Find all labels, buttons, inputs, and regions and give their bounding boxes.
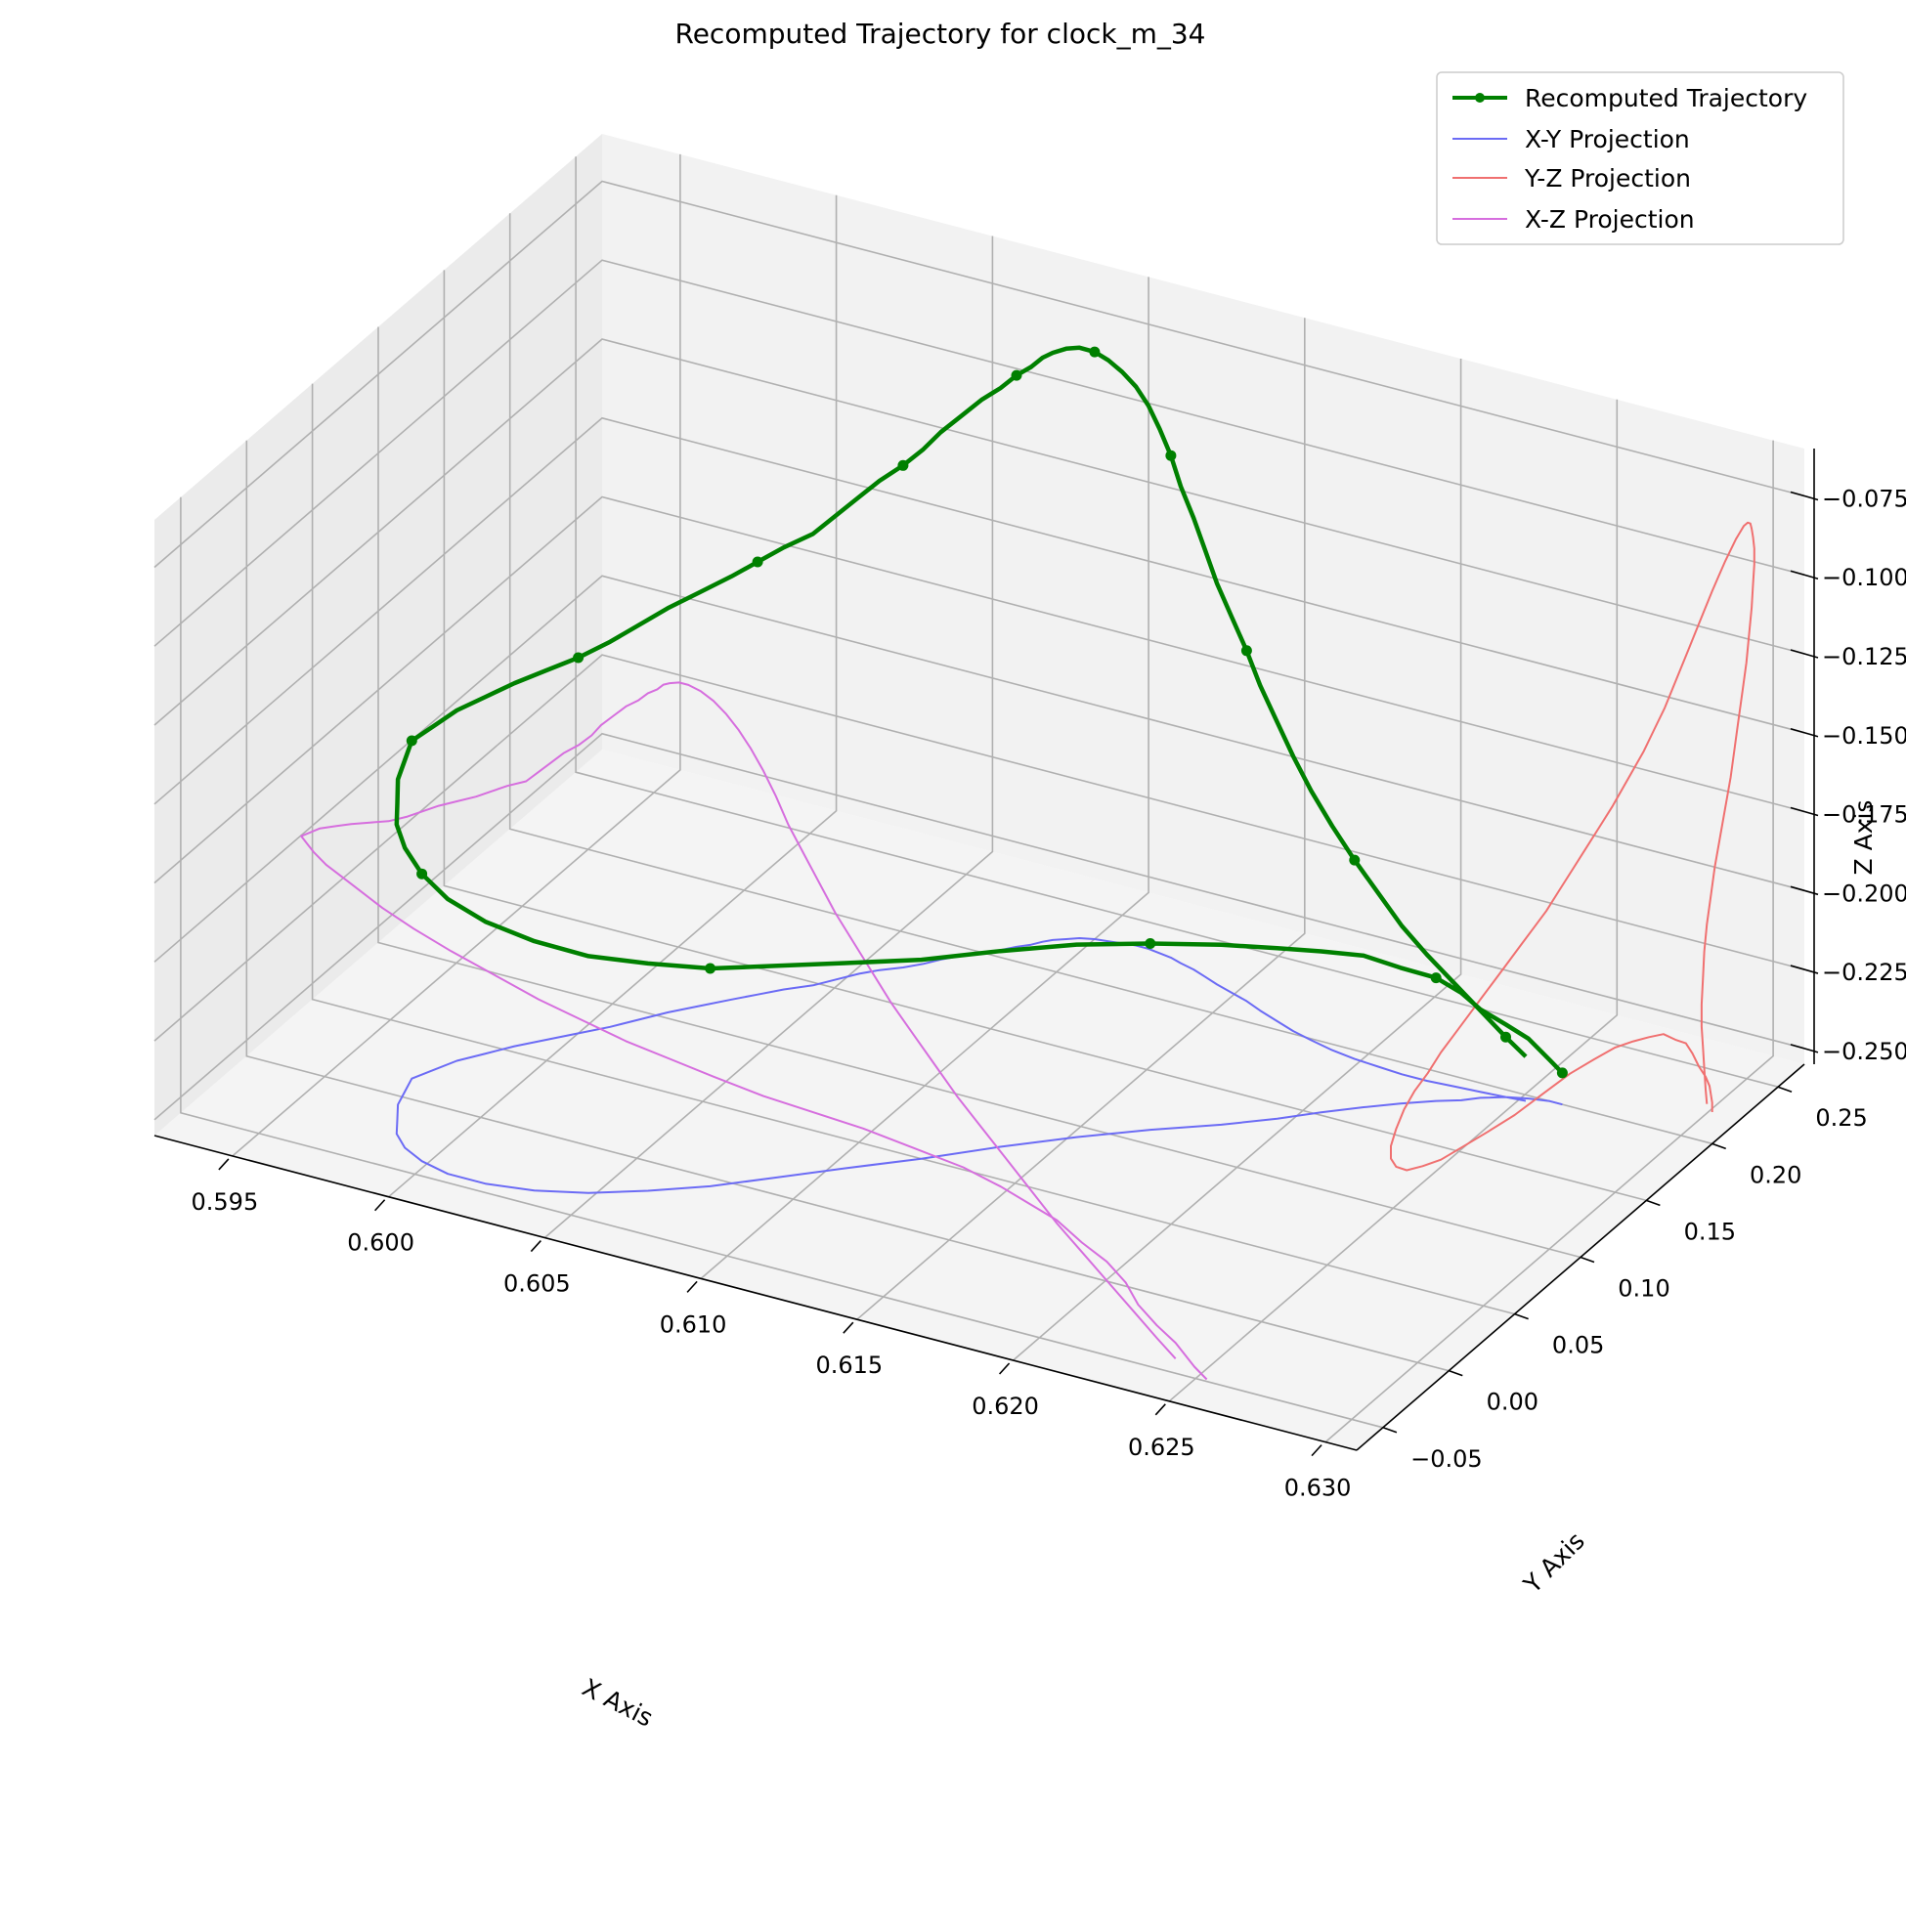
y-tick-mark	[1449, 1369, 1463, 1377]
trajectory-marker	[1089, 346, 1101, 358]
grid-lines	[153, 153, 1805, 1443]
x-tick-mark	[530, 1240, 541, 1253]
z-tick-label: −0.200	[1822, 880, 1906, 907]
xz-projection-line	[300, 681, 1208, 1381]
z-tick-label: −0.150	[1822, 722, 1906, 750]
trajectory-marker	[1011, 369, 1022, 381]
y-tick-mark	[1711, 1142, 1726, 1150]
chart-title: Recomputed Trajectory for clock_m_34	[675, 18, 1206, 50]
x-tick-label: 0.605	[503, 1270, 571, 1298]
z-tick-mark	[1790, 1044, 1819, 1053]
y-tick-label: 0.15	[1684, 1218, 1736, 1245]
y-tick-mark	[1646, 1199, 1661, 1207]
y-axis-label: Y Axis	[1517, 1526, 1589, 1599]
z-tick-mark	[1790, 885, 1819, 896]
back-pane	[602, 134, 1804, 1064]
xy-projection-line	[395, 937, 1563, 1194]
x-tick-mark	[686, 1280, 698, 1293]
z-tick-mark	[1790, 649, 1819, 659]
y-tick-label: 0.00	[1487, 1389, 1538, 1416]
z-tick-mark	[1790, 491, 1819, 501]
y-tick-label: −0.05	[1410, 1445, 1483, 1473]
legend-label-xz-projection: X-Z Projection	[1525, 205, 1695, 234]
legend-entry-xz-projection: X-Z Projection	[1452, 205, 1695, 234]
trajectory-marker	[1349, 854, 1361, 866]
legend-entry-yz-projection: Y-Z Projection	[1452, 164, 1691, 193]
trajectory-marker	[1165, 450, 1177, 461]
trajectory-marker	[752, 556, 763, 568]
legend-frame	[1436, 71, 1844, 245]
z-tick-mark	[1790, 806, 1819, 817]
legend-label-yz-projection: Y-Z Projection	[1524, 164, 1691, 193]
z-gridline	[153, 338, 1805, 726]
z-tick-mark	[1790, 965, 1819, 974]
trajectory-marker	[1556, 1067, 1568, 1079]
z-tick-mark	[1790, 728, 1819, 738]
x-tick-mark	[218, 1158, 230, 1171]
yz-projection-line	[1390, 521, 1755, 1172]
z-gridline	[153, 495, 1805, 884]
y-tick-label: 0.05	[1552, 1332, 1604, 1359]
x-tick-mark	[998, 1362, 1011, 1375]
trajectory-marker	[416, 868, 428, 880]
x-axis-label: X Axis	[578, 1673, 658, 1733]
x-axis-line	[153, 1135, 1358, 1451]
legend-entry-trajectory: Recomputed Trajectory	[1452, 84, 1807, 112]
z-tick-label: −0.175	[1822, 801, 1906, 829]
y-tick-label: 0.10	[1618, 1275, 1669, 1303]
tick-labels: 0.595 0.600 0.605 0.610 0.615 0.620 0.625 0.630…	[192, 485, 1906, 1501]
y-tick-label: 0.25	[1815, 1104, 1867, 1132]
projection-series	[300, 521, 1755, 1381]
trajectory-marker	[705, 963, 716, 974]
y-tick-mark	[1514, 1312, 1529, 1320]
legend-label-trajectory: Recomputed Trajectory	[1525, 84, 1807, 112]
y-tick-mark	[1777, 1086, 1793, 1093]
z-gridline	[153, 732, 1805, 1121]
legend-entry-xy-projection: X-Y Projection	[1452, 125, 1690, 153]
trajectory-marker	[1240, 645, 1252, 657]
legend: Recomputed Trajectory X-Y Projection Y-Z…	[1436, 71, 1844, 245]
z-gridline	[153, 575, 1805, 963]
x-tick-label: 0.620	[972, 1393, 1039, 1420]
z-gridline	[153, 180, 1805, 569]
trajectory-series	[394, 345, 1568, 1079]
x-tick-label: 0.625	[1128, 1434, 1195, 1461]
trajectory-line	[394, 345, 1565, 1075]
y-tick-label: 0.20	[1750, 1161, 1801, 1188]
x-tick-mark	[1154, 1403, 1166, 1416]
trajectory-marker	[406, 735, 417, 747]
trajectory-marker	[897, 459, 909, 471]
x-tick-mark	[843, 1321, 854, 1334]
z-gridline	[153, 259, 1805, 647]
z-tick-label: −0.075	[1822, 485, 1906, 512]
z-axis-label: Z Axis	[1849, 800, 1878, 876]
y-tick-mark	[1580, 1256, 1595, 1264]
z-tick-mark	[1790, 570, 1819, 580]
x-tick-label: 0.595	[192, 1188, 259, 1216]
x-tick-label: 0.630	[1284, 1475, 1352, 1502]
legend-label-xy-projection: X-Y Projection	[1525, 125, 1690, 153]
x-tick-label: 0.600	[347, 1229, 414, 1257]
y-tick-mark	[1382, 1427, 1398, 1434]
trajectory-marker	[573, 652, 585, 664]
z-tick-label: −0.250	[1822, 1038, 1906, 1065]
z-gridline	[153, 416, 1805, 805]
trajectory-marker	[1430, 972, 1442, 984]
x-tick-mark	[374, 1199, 386, 1212]
z-tick-label: −0.225	[1822, 959, 1906, 986]
trajectory-marker	[1145, 938, 1156, 949]
z-tick-label: −0.100	[1822, 564, 1906, 591]
x-tick-mark	[1311, 1444, 1322, 1457]
z-gridline	[153, 654, 1805, 1042]
x-tick-label: 0.610	[660, 1310, 727, 1338]
legend-marker-trajectory	[1475, 93, 1485, 103]
x-tick-label: 0.615	[815, 1352, 883, 1379]
trajectory-marker	[1500, 1031, 1511, 1043]
z-tick-label: −0.125	[1822, 643, 1906, 670]
